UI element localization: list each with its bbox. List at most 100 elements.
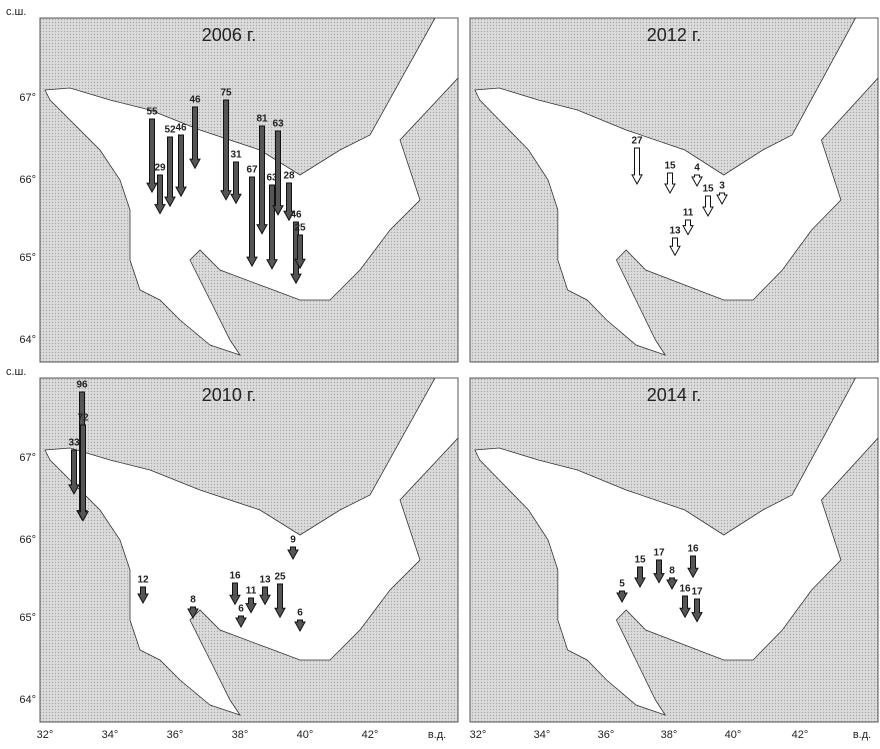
arrow — [687, 555, 699, 579]
lat-tick-label: 64° — [19, 694, 36, 706]
arrow — [245, 597, 257, 614]
arrow-label: 55 — [146, 107, 158, 118]
arrow — [230, 161, 242, 205]
arrow — [259, 586, 271, 606]
arrow-label: 28 — [283, 171, 295, 182]
lat-tick-label: 65° — [19, 612, 36, 624]
lon-tick-label: 38° — [232, 729, 249, 741]
arrow-label: 6 — [238, 604, 244, 615]
arrow — [294, 619, 306, 633]
arrow — [616, 590, 628, 604]
arrow — [77, 424, 89, 522]
arrow — [679, 595, 691, 619]
arrow-label: 29 — [154, 163, 166, 174]
arrow — [702, 195, 714, 217]
arrow-label: 46 — [290, 210, 302, 221]
arrow-label: 81 — [256, 114, 268, 125]
lon-tick-label: 34° — [534, 729, 551, 741]
arrow-label: 11 — [683, 208, 694, 219]
lon-tick-label: 38° — [661, 729, 678, 741]
arrow — [175, 134, 187, 198]
arrow-label: 13 — [669, 226, 681, 237]
arrow-label: 72 — [77, 413, 89, 424]
arrow — [164, 136, 176, 208]
arrow — [664, 172, 676, 194]
arrow-label: 16 — [229, 571, 241, 582]
lat-axis-label: с.ш. — [6, 6, 26, 18]
arrow — [68, 449, 80, 495]
arrow-label: 5 — [619, 579, 625, 590]
lon-axis-label: в.д. — [853, 729, 871, 741]
lon-tick-label: 36° — [167, 729, 184, 741]
arrow-label: 16 — [687, 544, 699, 555]
arrow — [653, 559, 665, 584]
lat-tick-label: 66° — [19, 534, 36, 546]
arrow — [137, 586, 149, 604]
panel-title: 2012 г. — [647, 25, 701, 45]
arrow — [154, 174, 166, 215]
arrow — [274, 583, 286, 619]
arrow-label: 31 — [230, 150, 242, 161]
arrow-label: 3 — [719, 181, 725, 192]
arrow-label: 25 — [294, 223, 306, 234]
arrow — [631, 147, 643, 185]
lon-tick-label: 40° — [297, 729, 314, 741]
arrow — [634, 566, 646, 588]
arrow-label: 25 — [274, 572, 286, 583]
arrow-label: 46 — [175, 123, 187, 134]
arrow-label: 46 — [189, 95, 201, 106]
arrow — [682, 219, 694, 236]
lon-tick-label: 42° — [792, 729, 809, 741]
panel-title: 2014 г. — [647, 385, 701, 405]
arrow-label: 63 — [272, 119, 284, 130]
arrow-label: 75 — [220, 88, 232, 99]
arrow — [229, 582, 241, 606]
lat-tick-label: 66° — [19, 174, 36, 186]
panel-title: 2006 г. — [202, 25, 256, 45]
lon-tick-label: 32° — [470, 729, 487, 741]
arrow — [187, 606, 199, 620]
arrow-label: 52 — [164, 125, 176, 136]
arrow — [220, 99, 232, 201]
lat-axis-label: с.ш. — [6, 366, 26, 378]
arrow-label: 67 — [246, 165, 258, 176]
arrow — [691, 598, 703, 623]
arrow — [666, 577, 678, 591]
arrow-label: 9 — [290, 535, 296, 546]
arrow — [716, 192, 728, 206]
lat-tick-label: 64° — [19, 334, 36, 346]
arrow-label: 17 — [653, 548, 665, 559]
lon-axis-label: в.д. — [428, 729, 446, 741]
arrow — [294, 234, 306, 270]
arrow-label: 13 — [259, 575, 271, 586]
arrow — [246, 176, 258, 268]
lat-tick-label: 65° — [19, 252, 36, 264]
arrow-label: 17 — [691, 587, 703, 598]
arrow-label: 12 — [137, 575, 149, 586]
arrow — [146, 118, 158, 194]
arrow-label: 8 — [669, 566, 675, 577]
arrow-label: 63 — [266, 173, 278, 184]
arrow-label: 15 — [634, 555, 646, 566]
arrow-label: 33 — [68, 438, 80, 449]
lat-tick-label: 67° — [19, 452, 36, 464]
arrow-label: 11 — [246, 586, 257, 597]
lon-tick-label: 32° — [37, 729, 54, 741]
arrow — [256, 125, 268, 235]
arrow-label: 16 — [679, 584, 691, 595]
lat-tick-label: 67° — [19, 92, 36, 104]
lon-tick-label: 42° — [362, 729, 379, 741]
lon-tick-label: 34° — [102, 729, 119, 741]
lon-tick-label: 40° — [725, 729, 742, 741]
arrow — [235, 615, 247, 629]
arrow — [669, 237, 681, 257]
arrow — [283, 182, 295, 222]
arrow-label: 8 — [190, 595, 196, 606]
arrow — [189, 106, 201, 170]
panel-title: 2010 г. — [202, 385, 256, 405]
arrow-label: 15 — [702, 184, 714, 195]
lon-tick-label: 36° — [598, 729, 615, 741]
